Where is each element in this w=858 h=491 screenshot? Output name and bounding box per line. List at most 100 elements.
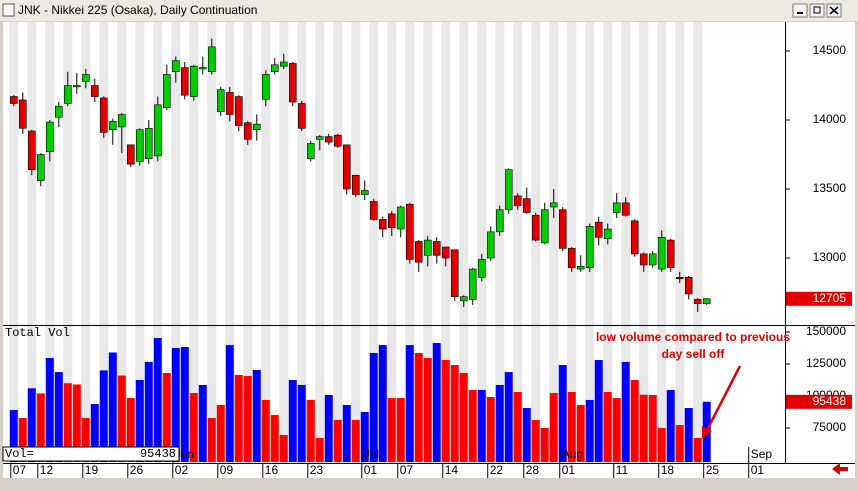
last-volume-label: 95438 [813,394,847,408]
stripe [693,22,703,463]
x-tick-label: 11 [616,463,629,477]
volume-bar [243,376,252,462]
x-tick-label: 16 [265,463,279,477]
stripe [9,22,19,463]
x-tick-label: 23 [310,463,324,477]
volume-panel-title: Total Vol [5,326,70,340]
y-tick-label: 125000 [806,356,846,370]
stripe [549,22,559,463]
volume-bar [252,370,261,462]
candle-body [279,61,288,67]
candle-body [54,105,63,118]
candle-body [540,209,549,244]
annotation-line: day sell off [662,347,726,361]
candle-body [387,213,396,228]
candle-body [45,121,54,153]
candle-body [396,206,405,230]
volume-bar [477,389,486,462]
x-tick-label: 02 [175,463,189,477]
volume-bar [144,361,153,462]
candle-body [27,130,36,171]
maximize-button[interactable] [809,3,825,18]
x-tick-label: 26 [130,463,144,477]
candle-body [198,67,207,70]
x-tick-label: 12 [40,463,54,477]
volume-bar [261,399,270,462]
volume-bar [504,372,513,462]
last-price-label: 12705 [813,291,847,305]
status-strip [0,479,858,491]
stripe [225,22,235,463]
stripe [369,22,379,463]
volume-bar [558,365,567,462]
candle-body [468,268,477,300]
y-tick-label: 14500 [813,43,847,57]
candle-body [522,198,531,213]
candle-body [495,209,504,233]
volume-bar [135,379,144,462]
y-tick-label: 13000 [813,250,847,264]
candle-body [405,203,414,260]
candle-body [288,63,297,103]
candle-body [630,220,639,255]
volume-bar [45,357,54,462]
candle-body [63,85,72,104]
annotation-arrowhead [702,426,712,439]
candle-body [549,202,558,208]
volume-bar [270,414,279,462]
stripe [279,22,289,463]
volume-bar [72,384,81,462]
volume-bar [351,419,360,462]
stripe [243,22,253,463]
volume-bar [189,393,198,462]
volume-bar [513,392,522,462]
readout-box [2,446,180,462]
candle-body [216,89,225,113]
volume-bar [603,392,612,462]
volume-bar [225,345,234,462]
volume-bar [198,384,207,462]
volume-bar [171,348,180,462]
candle-body [693,299,702,304]
volume-bar [549,393,558,462]
stripe [135,22,145,463]
stripe [189,22,199,463]
annotation-line: low volume compared to previous [596,330,790,344]
stripe [531,22,541,463]
candle-body [162,74,171,108]
volume-bar [648,394,657,462]
volume-bar [306,399,315,462]
x-tick-label: 19 [85,463,99,477]
candle-body [36,154,45,182]
candle-body [189,65,198,97]
candle-body [369,201,378,220]
volume-bar [576,404,585,462]
minimize-button[interactable] [792,3,808,18]
volume-bar [459,372,468,462]
volume-bar [315,437,324,462]
candle-body [513,195,522,206]
volume-bar [567,392,576,462]
stripe [477,22,487,463]
stripe [297,22,307,463]
candle-body [234,96,243,126]
x-tick-label: 01 [364,463,378,477]
candle-body [117,114,126,128]
stripe [261,22,271,463]
volume-bar [234,375,243,462]
y-tick-label: 13500 [813,181,847,195]
candle-body [315,136,324,140]
volume-bar [297,384,306,462]
window-buttons[interactable] [792,3,842,18]
candle-body [666,239,675,269]
candle-body [90,85,99,97]
last-price-box [786,291,852,306]
volume-bar [405,345,414,462]
stripe [315,22,325,463]
volume-bar [279,435,288,462]
volume-bar [288,379,297,462]
volume-bar [414,352,423,462]
scroll-arrow[interactable] [832,463,848,475]
volume-bar [387,398,396,462]
volume-bar [333,419,342,462]
